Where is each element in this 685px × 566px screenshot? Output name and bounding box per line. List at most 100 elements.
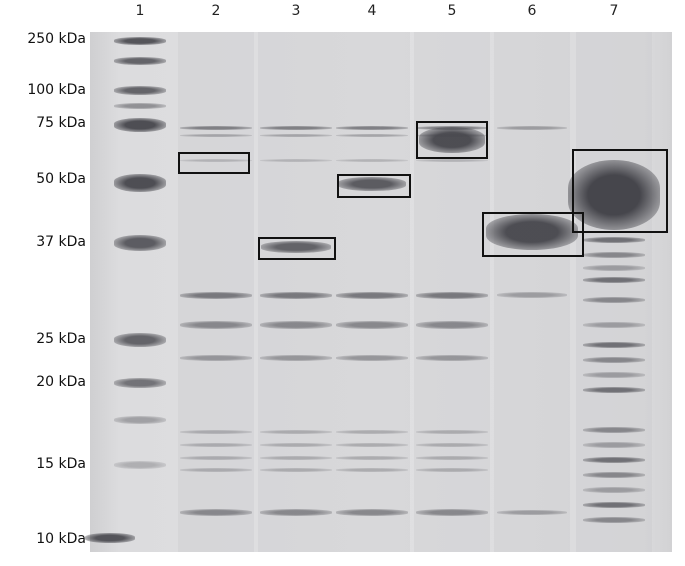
- protein-band: [583, 237, 645, 243]
- protein-band: [336, 468, 408, 472]
- protein-band: [583, 472, 645, 478]
- protein-band: [583, 427, 645, 433]
- protein-band: [336, 133, 408, 137]
- protein-band: [336, 291, 408, 299]
- protein-band: [497, 126, 567, 130]
- ladder-band: [114, 378, 166, 388]
- protein-band: [336, 508, 408, 516]
- protein-band: [336, 443, 408, 447]
- ladder-band: [114, 103, 166, 109]
- protein-band: [416, 468, 488, 472]
- protein-band: [180, 355, 252, 361]
- marker-label: 75 kDa: [36, 115, 86, 131]
- ladder-band: [114, 461, 166, 469]
- protein-band: [583, 372, 645, 378]
- marker-label: 10 kDa: [36, 531, 86, 547]
- marker-label: 15 kDa: [36, 456, 86, 472]
- protein-band: [180, 291, 252, 299]
- protein-band: [416, 430, 488, 434]
- protein-band: [336, 456, 408, 460]
- ladder-band: [114, 333, 166, 347]
- protein-band: [336, 321, 408, 329]
- protein-band: [260, 291, 332, 299]
- protein-band: [416, 456, 488, 460]
- protein-band: [338, 177, 406, 191]
- lane-number: 4: [367, 3, 377, 19]
- protein-band: [180, 321, 252, 329]
- protein-band: [336, 126, 408, 130]
- ladder-band: [85, 533, 135, 543]
- protein-band: [260, 508, 332, 516]
- protein-band: [419, 127, 485, 153]
- protein-band: [180, 133, 252, 137]
- marker-label: 20 kDa: [36, 374, 86, 390]
- ladder-band: [114, 37, 166, 45]
- protein-band: [583, 457, 645, 463]
- marker-label: 250 kDa: [27, 31, 86, 47]
- protein-band: [336, 355, 408, 361]
- ladder-band: [114, 174, 166, 192]
- marker-label: 37 kDa: [36, 234, 86, 250]
- ladder-band: [114, 85, 166, 95]
- lane-number: 2: [211, 3, 221, 19]
- ladder-band: [114, 416, 166, 424]
- protein-band: [583, 277, 645, 283]
- protein-band: [336, 430, 408, 434]
- protein-band: [583, 357, 645, 363]
- highlight-box: [178, 152, 250, 174]
- protein-band: [260, 133, 332, 137]
- lane-number: 6: [527, 3, 537, 19]
- protein-band: [260, 468, 332, 472]
- protein-band: [416, 443, 488, 447]
- highlight-box: [482, 212, 584, 257]
- protein-band: [180, 443, 252, 447]
- protein-band: [180, 126, 252, 130]
- protein-band: [583, 322, 645, 328]
- protein-band: [180, 508, 252, 516]
- lane-number: 1: [135, 3, 145, 19]
- ladder-band: [114, 118, 166, 132]
- protein-band: [486, 214, 578, 250]
- marker-label: 50 kDa: [36, 171, 86, 187]
- lane-number: 3: [291, 3, 301, 19]
- marker-label: 100 kDa: [27, 82, 86, 98]
- protein-band: [583, 502, 645, 508]
- protein-band: [336, 158, 408, 162]
- ladder-band: [114, 57, 166, 65]
- protein-band: [416, 158, 488, 162]
- protein-band: [497, 509, 567, 515]
- protein-band: [260, 443, 332, 447]
- protein-band: [180, 158, 252, 162]
- protein-band: [416, 321, 488, 329]
- protein-band: [583, 517, 645, 523]
- protein-band: [583, 265, 645, 271]
- protein-band: [180, 430, 252, 434]
- protein-band: [583, 297, 645, 303]
- protein-band: [583, 342, 645, 348]
- protein-band: [416, 291, 488, 299]
- marker-label: 25 kDa: [36, 331, 86, 347]
- protein-band: [180, 468, 252, 472]
- protein-band: [260, 158, 332, 162]
- lane-number: 5: [447, 3, 457, 19]
- protein-band: [583, 387, 645, 393]
- protein-band: [416, 355, 488, 361]
- ladder-band: [114, 235, 166, 251]
- protein-band: [180, 456, 252, 460]
- protein-band: [260, 126, 332, 130]
- protein-band: [260, 430, 332, 434]
- lane: [576, 32, 652, 552]
- protein-band: [497, 292, 567, 298]
- highlight-box: [572, 149, 668, 233]
- protein-band: [260, 355, 332, 361]
- protein-band: [583, 442, 645, 448]
- highlight-box: [416, 121, 488, 159]
- lane: [494, 32, 570, 552]
- protein-band: [260, 321, 332, 329]
- highlight-box: [258, 237, 336, 260]
- lane-number: 7: [609, 3, 619, 19]
- protein-band: [416, 508, 488, 516]
- protein-band: [583, 487, 645, 493]
- protein-band: [260, 456, 332, 460]
- highlight-box: [337, 174, 411, 198]
